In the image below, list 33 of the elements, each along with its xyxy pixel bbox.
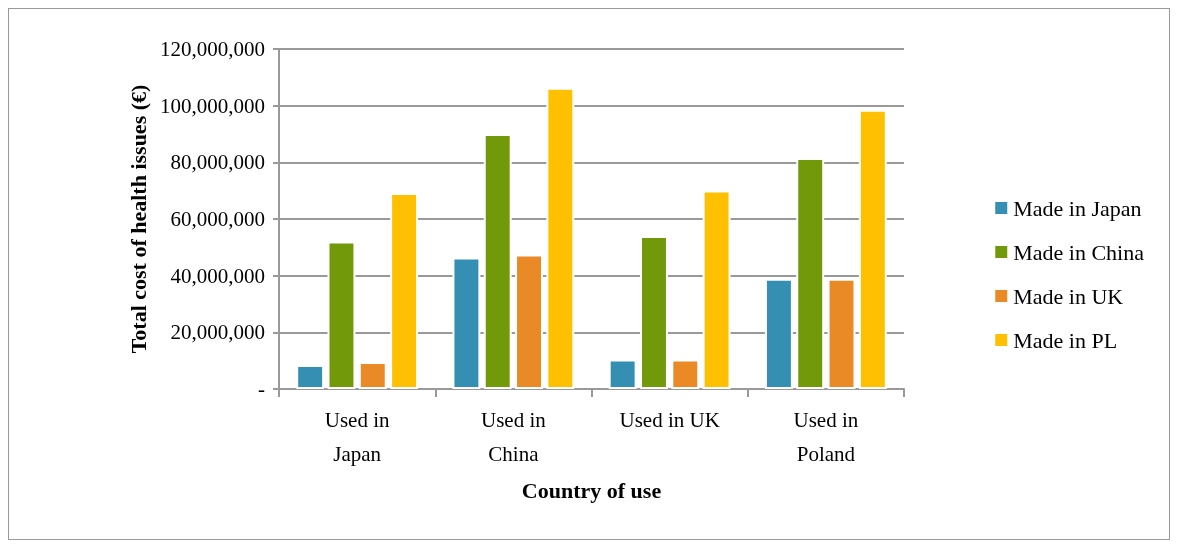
bar bbox=[639, 236, 668, 389]
legend-label: Made in UK bbox=[1013, 283, 1124, 309]
x-tick-label: Used in Japan bbox=[324, 408, 390, 466]
bar bbox=[796, 158, 825, 389]
x-tick-label: Used in UK bbox=[619, 408, 720, 432]
bar bbox=[296, 364, 325, 389]
y-tick-label: 100,000,000 bbox=[160, 93, 265, 118]
legend-label: Made in PL bbox=[1013, 327, 1118, 353]
y-axis-title: Total cost of health issues (€) bbox=[125, 84, 151, 354]
bar bbox=[827, 278, 856, 389]
y-tick-label: - bbox=[258, 377, 265, 401]
y-tick-label: 60,000,000 bbox=[170, 207, 265, 231]
bar bbox=[702, 190, 731, 389]
bar bbox=[546, 87, 575, 389]
bar bbox=[858, 109, 887, 389]
y-tick-label: 20,000,000 bbox=[170, 320, 265, 345]
bar bbox=[608, 359, 637, 389]
bar bbox=[515, 254, 544, 389]
bar bbox=[452, 257, 481, 389]
bar bbox=[327, 241, 356, 389]
bar bbox=[764, 278, 793, 389]
x-tick-label: Used in Poland bbox=[793, 408, 859, 466]
y-tick-label: 40,000,000 bbox=[170, 263, 265, 288]
bar bbox=[358, 362, 387, 389]
legend-label: Made in Japan bbox=[1013, 195, 1142, 221]
y-tick-label: 80,000,000 bbox=[170, 150, 265, 175]
legend-label: Made in China bbox=[1013, 239, 1145, 265]
x-tick-label: Used in China bbox=[481, 408, 547, 466]
bar bbox=[390, 192, 419, 389]
y-tick-label: 120,000,000 bbox=[160, 37, 265, 61]
x-axis-title: Country of use bbox=[521, 477, 662, 503]
bar bbox=[483, 134, 512, 389]
bar bbox=[671, 359, 700, 389]
